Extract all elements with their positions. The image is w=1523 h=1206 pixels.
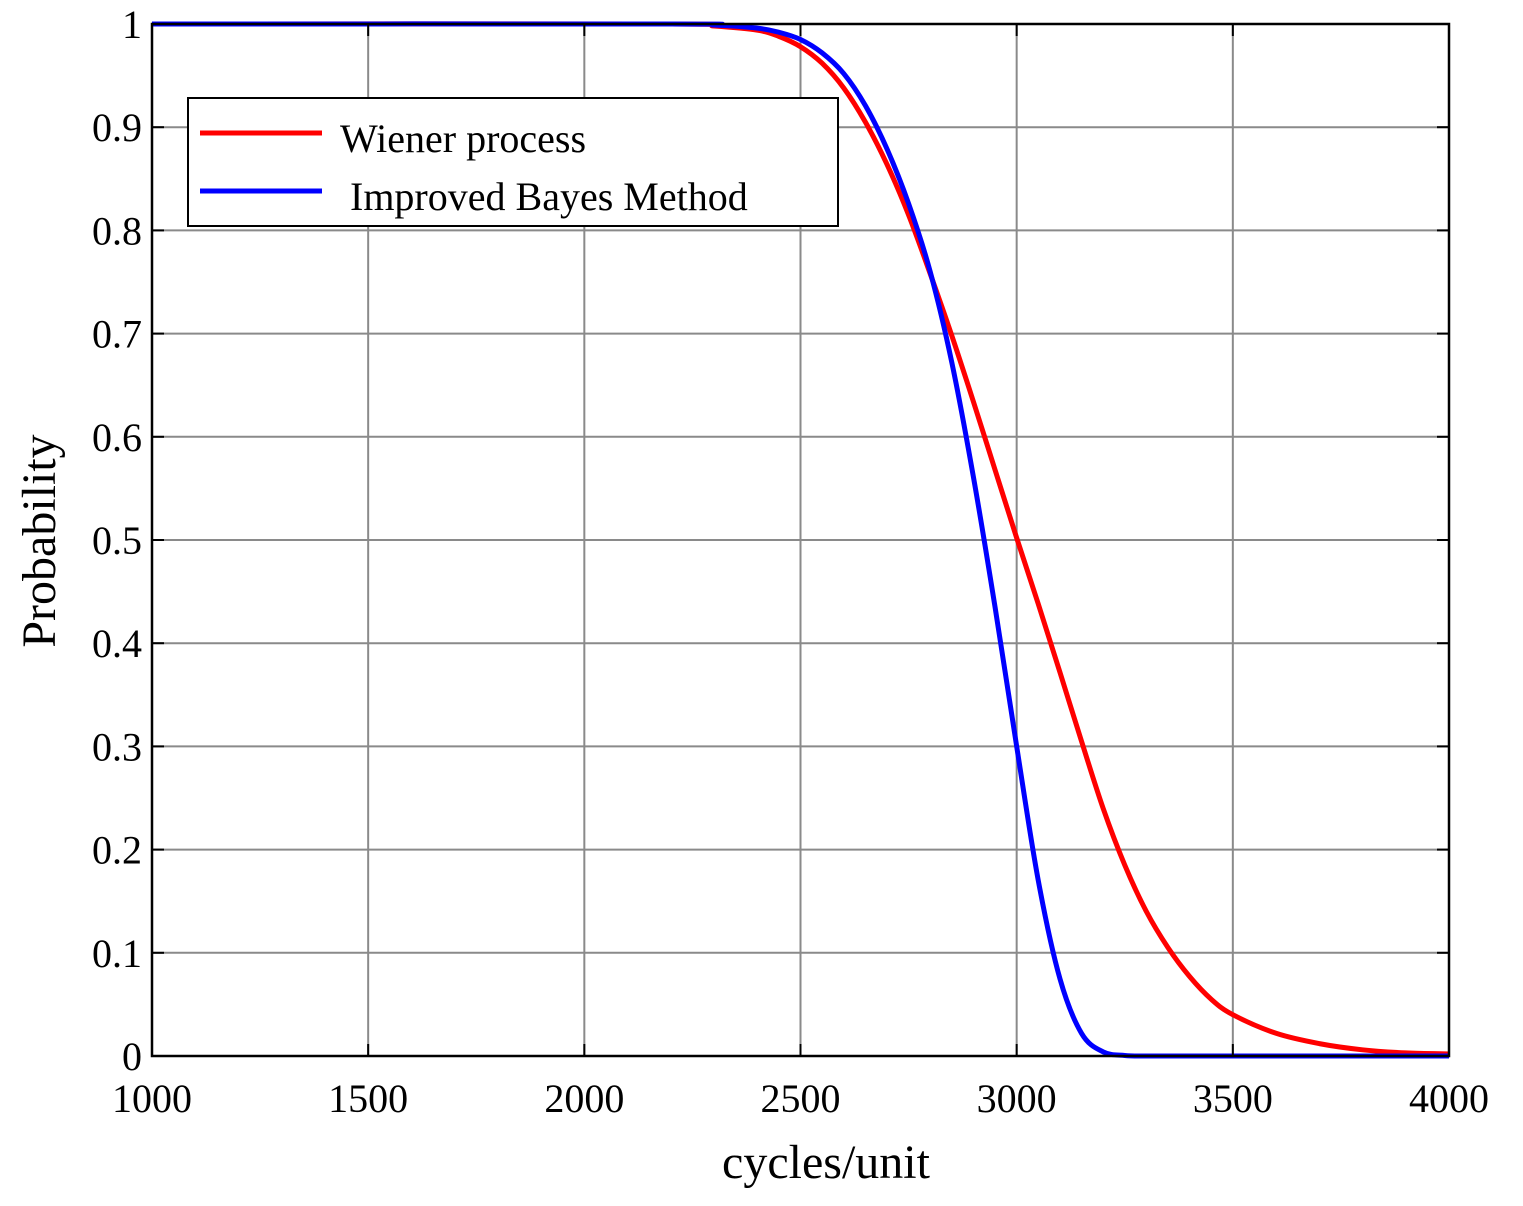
y-tick-label: 0.2	[92, 828, 142, 873]
y-tick-label: 0.5	[92, 518, 142, 563]
y-tick-label: 0.3	[92, 724, 142, 769]
x-tick-label: 1000	[112, 1076, 192, 1121]
x-tick-label: 1500	[328, 1076, 408, 1121]
legend: Wiener process Improved Bayes Method	[187, 97, 839, 227]
x-tick-label: 3500	[1193, 1076, 1273, 1121]
ticks	[151, 23, 1450, 1057]
y-tick-label: 0.4	[92, 621, 142, 666]
x-axis-label: cycles/unit	[722, 1136, 931, 1189]
legend-box	[187, 97, 839, 227]
x-tick-label: 2500	[761, 1076, 841, 1121]
y-tick-label: 0	[122, 1034, 142, 1079]
y-tick-label: 0.8	[92, 208, 142, 253]
y-tick-labels: 0 0.1 0.2 0.3 0.4 0.5 0.6 0.7 0.8 0.9 1	[92, 2, 142, 1079]
y-tick-label: 0.7	[92, 312, 142, 357]
legend-label-wiener-process: Wiener process	[340, 116, 586, 161]
y-tick-label: 0.9	[92, 105, 142, 150]
x-tick-label: 3000	[977, 1076, 1057, 1121]
x-tick-label: 2000	[544, 1076, 624, 1121]
series-line-wiener-process	[151, 21, 1450, 1057]
x-tick-label: 4000	[1409, 1076, 1489, 1121]
y-tick-label: 0.1	[92, 931, 142, 976]
y-tick-label: 1	[122, 2, 142, 47]
y-axis-label: Probability	[13, 434, 66, 647]
legend-label-improved-bayes-method: Improved Bayes Method	[350, 174, 748, 219]
y-tick-label: 0.6	[92, 415, 142, 460]
x-tick-labels: 1000 1500 2000 2500 3000 3500 4000	[112, 1076, 1489, 1121]
